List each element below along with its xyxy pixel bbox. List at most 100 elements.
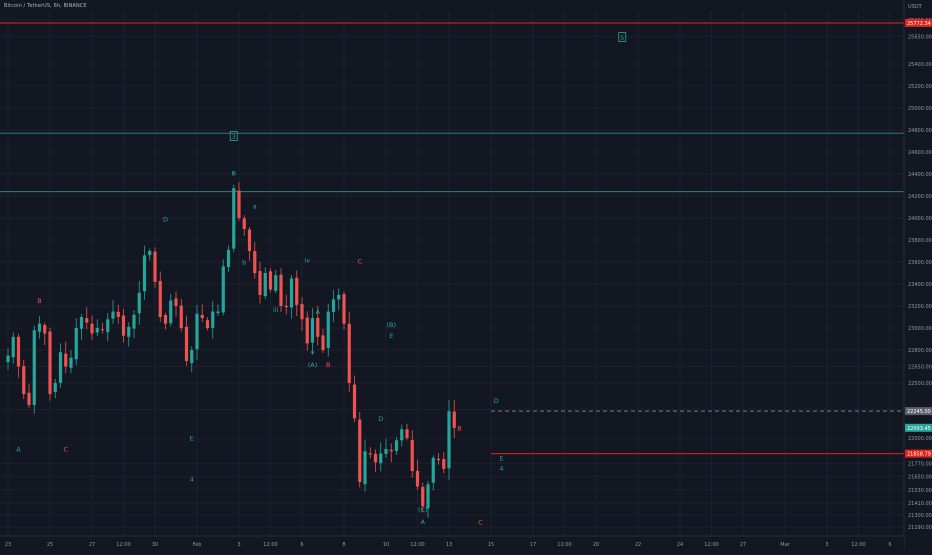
- candle-body: [226, 249, 231, 268]
- time-tick-label: 12:00: [410, 542, 424, 548]
- wave-label: D: [163, 216, 168, 224]
- candle-body: [310, 318, 315, 343]
- price-line-tag: [905, 449, 932, 458]
- candle-body: [431, 457, 435, 483]
- candle-body: [58, 352, 63, 383]
- time-tick-label: 12:00: [851, 542, 865, 548]
- candle-body: [268, 271, 273, 290]
- candle-body: [258, 271, 262, 296]
- time-tick-label: 25: [47, 542, 53, 548]
- price-tick-label: 21300.00: [908, 513, 932, 519]
- candle-body: [368, 453, 372, 455]
- wave-label: E: [389, 332, 393, 340]
- price-tick-label: 23600.00: [908, 260, 932, 266]
- price-tick-label: 25650.00: [908, 34, 932, 40]
- time-tick-label: 8: [342, 542, 345, 548]
- price-tick-label: 24600.00: [908, 150, 932, 156]
- candle-body: [379, 453, 383, 464]
- wave-label: a: [253, 202, 257, 210]
- symbol-title: Bitcoin / TetherUS, 6h, BINANCE: [4, 3, 87, 9]
- wave-label: (C): [418, 506, 428, 514]
- candle-body: [405, 429, 409, 439]
- wave-label: E: [190, 435, 194, 443]
- time-tick-label: 30: [152, 542, 158, 548]
- candle-body: [410, 439, 414, 472]
- price-tick-label: 22650.00: [908, 365, 932, 371]
- time-tick-label: Mar: [780, 542, 790, 548]
- time-tick-label: 3: [237, 542, 240, 548]
- price-tick-label: 24000.00: [908, 216, 932, 222]
- candle-body: [363, 451, 367, 485]
- candle-body: [289, 278, 294, 308]
- candle-body: [48, 331, 52, 395]
- candle-body: [216, 311, 220, 314]
- time-tick-label: 23: [5, 542, 11, 548]
- price-tick-label: 21190.00: [908, 525, 932, 531]
- candle-body: [100, 329, 105, 331]
- candle-body: [37, 323, 42, 332]
- candle-body: [263, 273, 267, 297]
- candle-body: [137, 292, 141, 314]
- candle-body: [169, 300, 173, 324]
- candle-body: [148, 250, 152, 256]
- candle-body: [436, 458, 441, 461]
- wave-label: B: [326, 361, 330, 369]
- candle-body: [142, 255, 147, 292]
- price-tag-text: 22093.45: [907, 426, 931, 432]
- candle-body: [184, 326, 189, 362]
- wave-label: Ⅲ: [232, 169, 236, 177]
- time-tick-label: 17: [530, 542, 536, 548]
- candle-body: [116, 311, 120, 318]
- candle-body: [347, 323, 351, 384]
- candle-body: [389, 449, 393, 452]
- time-axis[interactable]: [0, 536, 904, 550]
- time-tick-label: 12:00: [263, 542, 277, 548]
- candle-body: [305, 317, 309, 344]
- candle-body: [158, 280, 162, 318]
- price-tick-label: 25200.00: [908, 84, 932, 90]
- wave-label: b: [242, 258, 246, 266]
- candle-body: [79, 317, 84, 329]
- candle-body: [279, 274, 283, 307]
- time-tick-label: 13: [446, 542, 452, 548]
- time-tick-label: 27: [89, 542, 95, 548]
- price-tick-label: 23800.00: [908, 238, 932, 244]
- candle-body: [400, 429, 404, 441]
- wave-label: C: [478, 519, 483, 527]
- price-tick-label: 21770.00: [908, 461, 932, 467]
- candle-body: [174, 298, 178, 307]
- wave-label: C: [357, 257, 362, 265]
- candle-body: [232, 188, 236, 249]
- time-tick-label: 12:00: [557, 542, 571, 548]
- candle-body: [326, 311, 330, 348]
- time-tick-label: Feb: [193, 542, 202, 548]
- price-tick-label: 21650.00: [908, 475, 932, 481]
- price-line-tag-text: 25772.34: [907, 21, 931, 27]
- wave-label: 3: [232, 133, 236, 141]
- candle-body: [95, 328, 99, 333]
- price-axis[interactable]: [904, 0, 932, 550]
- candle-body: [11, 336, 15, 358]
- candle-body: [274, 275, 278, 291]
- wave-label: A: [16, 446, 21, 454]
- price-tick-label: 23200.00: [908, 304, 932, 310]
- price-tick-label: 25000.00: [908, 106, 932, 112]
- price-line-tag: [905, 18, 932, 27]
- candle-body: [53, 383, 57, 393]
- wave-label: iii: [273, 306, 279, 314]
- price-tag: [905, 407, 932, 416]
- candle-body: [132, 314, 136, 329]
- candle-body: [384, 449, 388, 454]
- candle-body: [316, 317, 320, 337]
- candle-body: [352, 384, 357, 419]
- candle-body: [452, 411, 456, 428]
- candle-body: [221, 266, 225, 313]
- candle-body: [415, 470, 420, 487]
- candle-body: [195, 313, 199, 350]
- price-tick-label: 25400.00: [908, 62, 932, 68]
- candle-body: [331, 299, 336, 312]
- candle-body: [295, 277, 299, 305]
- candle-body: [43, 325, 47, 334]
